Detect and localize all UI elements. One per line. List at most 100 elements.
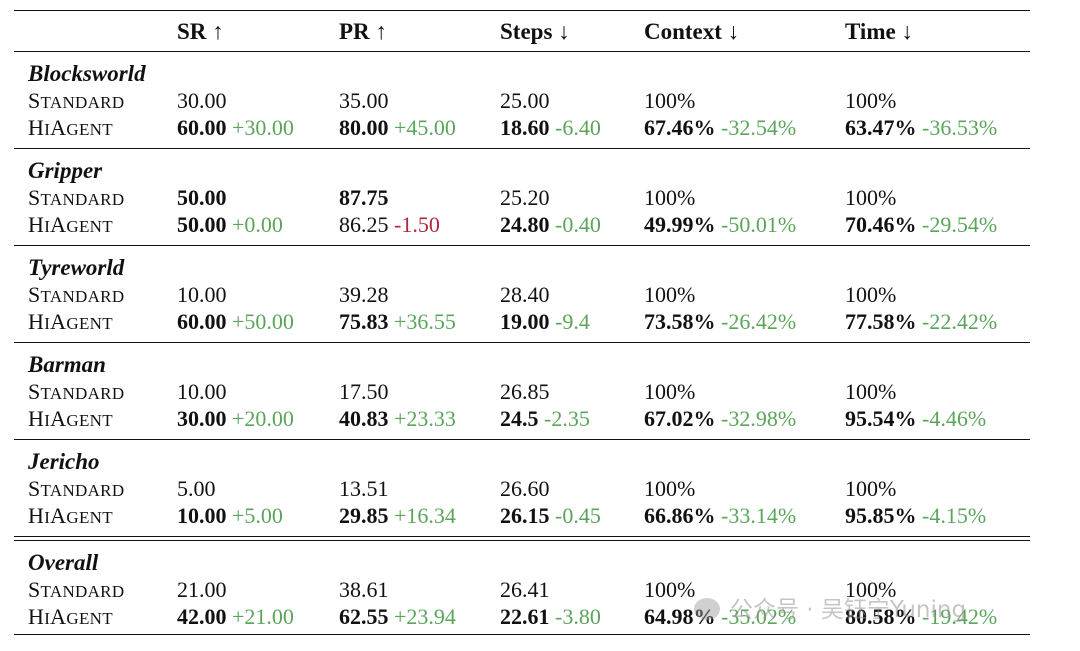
- method-initial-2: A: [50, 406, 67, 431]
- hiagent-pr-delta: +23.94: [394, 604, 456, 629]
- hiagent-steps-delta: -2.35: [544, 406, 590, 431]
- double-rule: [14, 536, 1030, 541]
- standard-pr-cell: 17.50: [339, 379, 389, 405]
- group-title: Gripper: [28, 158, 103, 183]
- hiagent-context-cell: 67.02% -32.98%: [644, 406, 796, 432]
- hiagent-pr-value: 80.00: [339, 115, 389, 140]
- top-rule: [14, 10, 1030, 11]
- hiagent-sr-delta: +50.00: [232, 309, 294, 334]
- group-rule: [14, 51, 1030, 52]
- method-part: i: [44, 217, 51, 236]
- standard-method-name: Standard: [28, 476, 124, 502]
- hiagent-pr-cell: 62.55 +23.94: [339, 604, 456, 630]
- standard-pr-value: 39.28: [339, 282, 389, 307]
- standard-time-cell: 100%: [845, 282, 896, 308]
- method-initial-2: A: [50, 309, 67, 334]
- hiagent-steps-cell: 19.00 -9.4: [500, 309, 590, 335]
- standard-sr-value: 21.00: [177, 577, 227, 602]
- hiagent-steps-delta: -0.45: [555, 503, 601, 528]
- header-steps: Steps ↓: [500, 19, 570, 44]
- table-body: Blocksworld Standard 30.00 35.00 25.00 100% 10…: [14, 51, 1030, 634]
- standard-context-cell: 100%: [644, 379, 695, 405]
- standard-time-cell: 100%: [845, 577, 896, 603]
- method-initial: H: [28, 309, 45, 334]
- standard-context-value: 100%: [644, 88, 696, 113]
- hiagent-pr-delta: +16.34: [394, 503, 456, 528]
- standard-sr-value: 10.00: [177, 379, 227, 404]
- hiagent-sr-delta: +30.00: [232, 115, 294, 140]
- hiagent-time-delta: -4.46%: [922, 406, 987, 431]
- standard-pr-cell: 13.51: [339, 476, 389, 502]
- hiagent-sr-delta: +21.00: [232, 604, 294, 629]
- hiagent-time-delta: -19.42%: [922, 604, 998, 629]
- hiagent-time-value: 70.46%: [845, 212, 917, 237]
- standard-context-value: 100%: [644, 379, 696, 404]
- hiagent-pr-value: 75.83: [339, 309, 389, 334]
- standard-pr-cell: 39.28: [339, 282, 389, 308]
- group-barman: Barman Standard 10.00 17.50 26.85 100% 100% HiA…: [14, 343, 1030, 439]
- standard-steps-cell: 26.41: [500, 577, 550, 603]
- standard-row: Standard 10.00 39.28 28.40 100% 100%: [14, 282, 1030, 309]
- hiagent-sr-cell: 30.00 +20.00: [177, 406, 294, 432]
- hiagent-method-name: HiAgent: [28, 604, 113, 630]
- hiagent-steps-cell: 24.5 -2.35: [500, 406, 590, 432]
- hiagent-context-delta: -50.01%: [721, 212, 797, 237]
- hiagent-time-cell: 95.54% -4.46%: [845, 406, 986, 432]
- standard-row: Standard 10.00 17.50 26.85 100% 100%: [14, 379, 1030, 406]
- hiagent-pr-cell: 40.83 +23.33: [339, 406, 456, 432]
- results-table: SR ↑ PR ↑ Steps ↓ Context ↓ Time ↓ Block…: [14, 10, 1030, 635]
- method-initial-2: A: [50, 503, 67, 528]
- standard-sr-value: 50.00: [177, 185, 227, 210]
- group-rule: [14, 245, 1030, 246]
- hiagent-time-value: 77.58%: [845, 309, 917, 334]
- standard-time-value: 100%: [845, 88, 897, 113]
- hiagent-context-value: 73.58%: [644, 309, 716, 334]
- hiagent-sr-value: 50.00: [177, 212, 227, 237]
- hiagent-method-name: HiAgent: [28, 115, 113, 141]
- method-initial: S: [28, 379, 41, 404]
- method-rest: gent: [66, 411, 113, 430]
- method-initial-2: A: [50, 212, 67, 237]
- hiagent-context-delta: -32.98%: [721, 406, 797, 431]
- standard-row: Standard 21.00 38.61 26.41 100% 100%: [14, 577, 1030, 604]
- hiagent-sr-value: 42.00: [177, 604, 227, 629]
- standard-sr-cell: 10.00: [177, 282, 227, 308]
- standard-context-cell: 100%: [644, 185, 695, 211]
- method-rest: gent: [66, 314, 113, 333]
- method-rest: tandard: [40, 582, 125, 601]
- method-initial: S: [28, 282, 41, 307]
- hiagent-sr-cell: 10.00 +5.00: [177, 503, 283, 529]
- standard-steps-value: 28.40: [500, 282, 550, 307]
- header-row: SR ↑ PR ↑ Steps ↓ Context ↓ Time ↓: [14, 11, 1030, 51]
- method-part: i: [44, 314, 51, 333]
- standard-time-value: 100%: [845, 185, 897, 210]
- hiagent-steps-cell: 18.60 -6.40: [500, 115, 601, 141]
- standard-context-value: 100%: [644, 185, 696, 210]
- hiagent-pr-delta: +36.55: [394, 309, 456, 334]
- standard-context-cell: 100%: [644, 577, 695, 603]
- method-initial: S: [28, 185, 41, 210]
- hiagent-row: HiAgent 30.00 +20.00 40.83 +23.33 24.5 -2.3…: [14, 406, 1030, 433]
- hiagent-method-name: HiAgent: [28, 309, 113, 335]
- hiagent-context-value: 49.99%: [644, 212, 716, 237]
- standard-time-value: 100%: [845, 476, 897, 501]
- standard-sr-cell: 10.00: [177, 379, 227, 405]
- hiagent-pr-delta: +23.33: [394, 406, 456, 431]
- header-sr: SR ↑: [177, 19, 224, 44]
- group-title: Barman: [28, 352, 106, 377]
- hiagent-steps-delta: -3.80: [555, 604, 601, 629]
- hiagent-steps-delta: -6.40: [555, 115, 601, 140]
- standard-time-value: 100%: [845, 577, 897, 602]
- hiagent-steps-value: 22.61: [500, 604, 550, 629]
- standard-steps-value: 26.41: [500, 577, 550, 602]
- standard-context-value: 100%: [644, 476, 696, 501]
- standard-sr-cell: 50.00: [177, 185, 227, 211]
- hiagent-time-cell: 95.85% -4.15%: [845, 503, 986, 529]
- method-rest: gent: [66, 120, 113, 139]
- hiagent-row: HiAgent 42.00 +21.00 62.55 +23.94 22.61 -3.…: [14, 604, 1030, 631]
- hiagent-sr-delta: +20.00: [232, 406, 294, 431]
- hiagent-context-delta: -32.54%: [721, 115, 797, 140]
- hiagent-pr-cell: 29.85 +16.34: [339, 503, 456, 529]
- standard-pr-value: 38.61: [339, 577, 389, 602]
- group-jericho: Jericho Standard 5.00 13.51 26.60 100% 100% HiA…: [14, 440, 1030, 536]
